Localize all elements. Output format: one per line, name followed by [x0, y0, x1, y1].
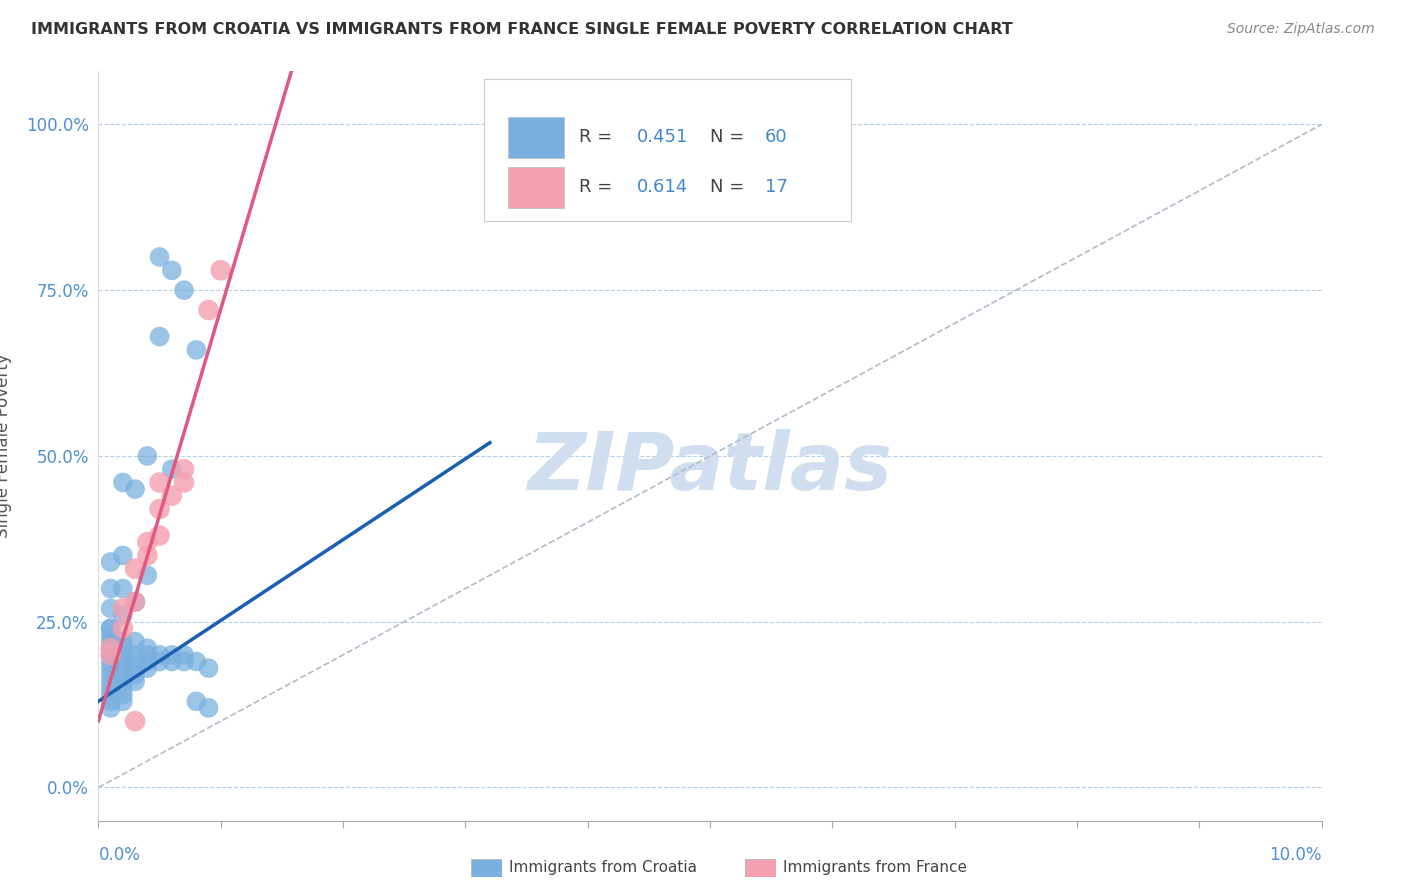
- Point: [124, 595, 146, 609]
- Point: [100, 655, 122, 669]
- Point: [149, 655, 172, 669]
- Point: [160, 263, 183, 277]
- Text: Immigrants from Croatia: Immigrants from Croatia: [509, 861, 697, 875]
- Point: [186, 694, 208, 708]
- Point: [136, 641, 159, 656]
- Point: [100, 674, 122, 689]
- Point: [100, 621, 122, 635]
- Point: [124, 482, 146, 496]
- FancyBboxPatch shape: [484, 78, 851, 221]
- Point: [124, 714, 146, 728]
- Text: R =: R =: [579, 178, 619, 196]
- Point: [111, 694, 134, 708]
- Point: [111, 475, 134, 490]
- Point: [100, 667, 122, 681]
- Point: [111, 549, 134, 563]
- Point: [124, 595, 146, 609]
- Point: [111, 582, 134, 596]
- Point: [173, 283, 195, 297]
- Point: [136, 661, 159, 675]
- Point: [100, 648, 122, 662]
- Point: [124, 661, 146, 675]
- Point: [149, 528, 172, 542]
- Text: Source: ZipAtlas.com: Source: ZipAtlas.com: [1227, 22, 1375, 37]
- Point: [100, 661, 122, 675]
- Point: [136, 449, 159, 463]
- Point: [100, 601, 122, 615]
- Point: [100, 648, 122, 662]
- Point: [111, 634, 134, 648]
- Point: [160, 655, 183, 669]
- Point: [124, 648, 146, 662]
- Point: [136, 549, 159, 563]
- Point: [100, 582, 122, 596]
- Point: [149, 648, 172, 662]
- Point: [111, 681, 134, 695]
- Text: IMMIGRANTS FROM CROATIA VS IMMIGRANTS FROM FRANCE SINGLE FEMALE POVERTY CORRELAT: IMMIGRANTS FROM CROATIA VS IMMIGRANTS FR…: [31, 22, 1012, 37]
- Point: [173, 648, 195, 662]
- FancyBboxPatch shape: [508, 117, 564, 158]
- Point: [100, 688, 122, 702]
- Point: [160, 462, 183, 476]
- Point: [209, 263, 232, 277]
- Point: [100, 555, 122, 569]
- Point: [173, 462, 195, 476]
- Point: [100, 634, 122, 648]
- Text: 0.0%: 0.0%: [98, 846, 141, 863]
- Point: [100, 701, 122, 715]
- Point: [149, 329, 172, 343]
- Point: [149, 250, 172, 264]
- Point: [100, 621, 122, 635]
- Point: [197, 303, 219, 318]
- Point: [111, 661, 134, 675]
- Point: [111, 688, 134, 702]
- Point: [111, 667, 134, 681]
- Point: [173, 655, 195, 669]
- Point: [186, 343, 208, 357]
- Point: [100, 694, 122, 708]
- Point: [111, 608, 134, 623]
- Point: [111, 601, 134, 615]
- Text: R =: R =: [579, 128, 619, 146]
- FancyBboxPatch shape: [508, 168, 564, 208]
- Point: [100, 628, 122, 642]
- Text: 17: 17: [765, 178, 787, 196]
- Point: [111, 621, 134, 635]
- Point: [100, 681, 122, 695]
- Point: [124, 655, 146, 669]
- Point: [136, 648, 159, 662]
- Point: [149, 475, 172, 490]
- Y-axis label: Single Female Poverty: Single Female Poverty: [0, 354, 11, 538]
- Point: [186, 655, 208, 669]
- Point: [111, 648, 134, 662]
- Text: 10.0%: 10.0%: [1270, 846, 1322, 863]
- Point: [160, 648, 183, 662]
- Point: [197, 661, 219, 675]
- Text: 0.451: 0.451: [637, 128, 688, 146]
- Text: N =: N =: [710, 128, 749, 146]
- Point: [111, 674, 134, 689]
- Point: [173, 475, 195, 490]
- Point: [100, 641, 122, 656]
- Text: N =: N =: [710, 178, 749, 196]
- Point: [197, 701, 219, 715]
- Text: 60: 60: [765, 128, 787, 146]
- Point: [136, 535, 159, 549]
- Point: [111, 641, 134, 656]
- Text: 0.614: 0.614: [637, 178, 688, 196]
- Text: ZIPatlas: ZIPatlas: [527, 429, 893, 508]
- Point: [124, 634, 146, 648]
- Point: [111, 655, 134, 669]
- Point: [136, 568, 159, 582]
- Text: Immigrants from France: Immigrants from France: [783, 861, 967, 875]
- Point: [160, 489, 183, 503]
- Point: [124, 562, 146, 576]
- Point: [124, 674, 146, 689]
- Point: [124, 667, 146, 681]
- Point: [149, 502, 172, 516]
- Point: [100, 641, 122, 656]
- Point: [136, 655, 159, 669]
